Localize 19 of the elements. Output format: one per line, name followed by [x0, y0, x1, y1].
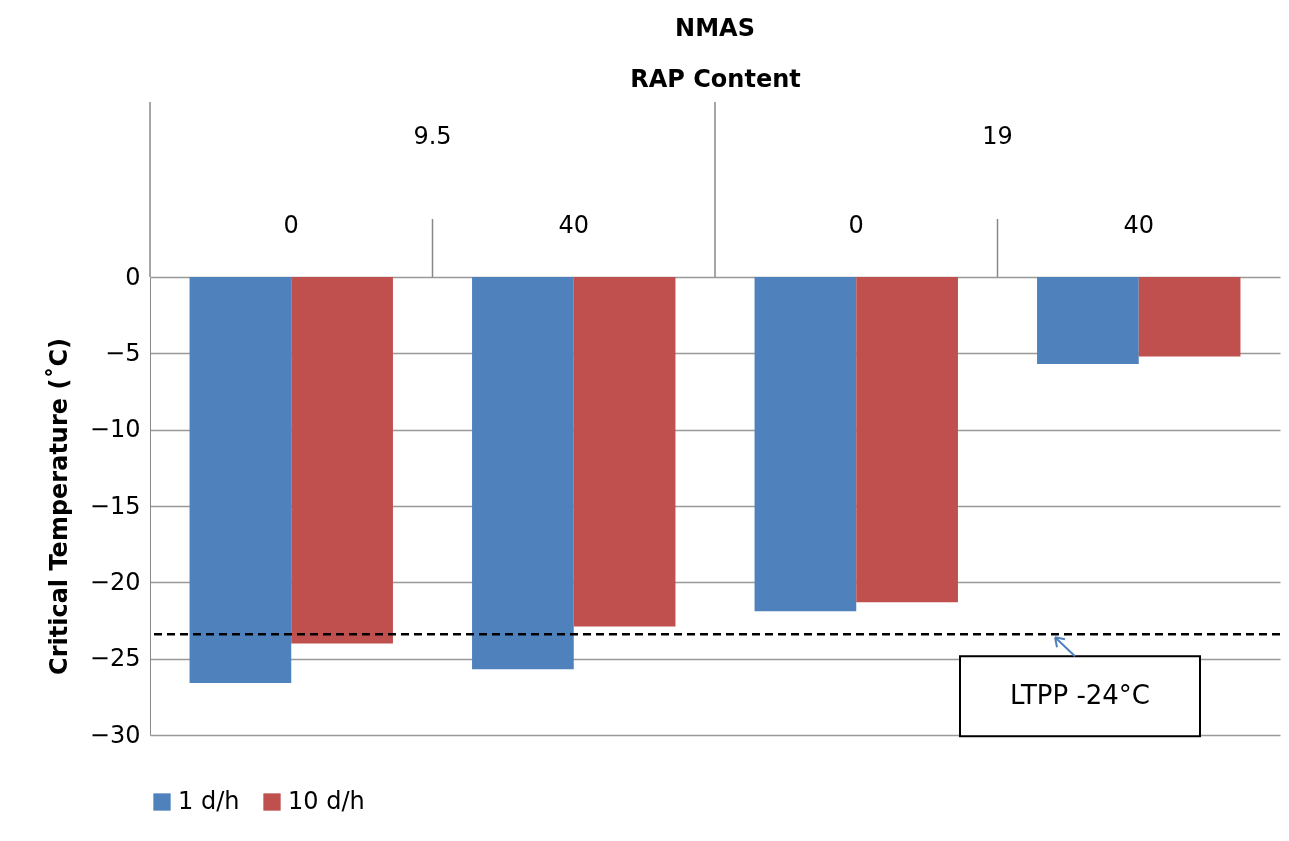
chart-title: NMAS [675, 14, 755, 42]
y-tick-label: 0 [125, 262, 141, 291]
y-axis-title: Critical Temperature (˚C) [44, 338, 73, 675]
x-axis-title: RAP Content [630, 64, 801, 93]
y-tick-label: −30 [89, 720, 141, 749]
text: 19 [982, 122, 1013, 150]
x-tick-label: 0 [848, 210, 864, 239]
y-tick-label: −5 [105, 338, 141, 367]
text: 9.5 [413, 122, 452, 150]
x-tick-label: 40 [1123, 210, 1155, 239]
legend-label: 10 d/h [288, 787, 365, 815]
legend-label: 1 d/h [178, 787, 240, 815]
ref-line-label: LTPP -24°C [1009, 680, 1151, 711]
x-tick-label: 0 [283, 210, 299, 239]
y-tick-label: −15 [89, 491, 141, 520]
y-tick-label: −10 [89, 415, 141, 444]
x-tick-label: 40 [558, 210, 590, 239]
y-tick-label: −25 [89, 644, 141, 673]
y-tick-label: −20 [89, 567, 141, 596]
